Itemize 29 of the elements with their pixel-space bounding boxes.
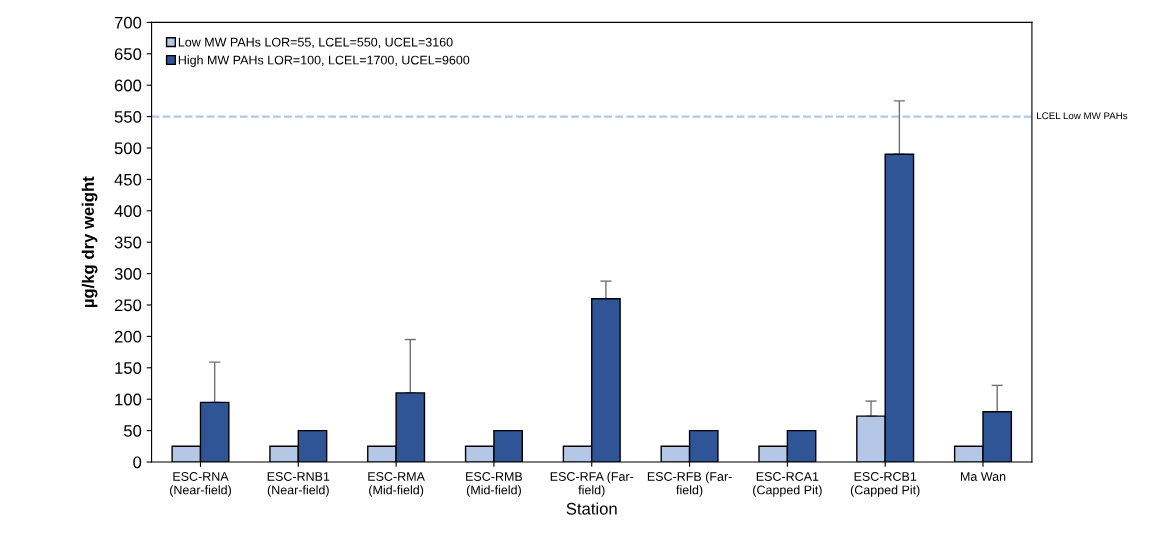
x-tick-label: ESC-RMA (Mid-field)	[368, 472, 425, 497]
y-tick-label: 350	[114, 236, 142, 249]
y-tick-label: 0	[133, 456, 142, 469]
x-tick-label: ESC-RCA1 (Capped Pit)	[753, 472, 822, 497]
y-tick-label: 100	[115, 393, 142, 406]
x-tick-label: ESC-RCB1 (Capped Pit)	[850, 472, 920, 497]
ref-line-label: LCEL Low MW PAHs	[1037, 112, 1128, 120]
y-tick-label: 250	[114, 299, 142, 312]
x-tick-label: ESC-RNB1 (Near-field)	[267, 472, 330, 497]
y-tick-label: 450	[114, 173, 142, 186]
y-tick-label: 550	[114, 111, 142, 123]
x-tick-label: ESC-RFA (Far- field)	[550, 471, 634, 497]
x-tick-label: ESC-RNA (Near-field)	[170, 472, 231, 497]
y-tick-label: 700	[114, 16, 142, 29]
y-tick-label: 400	[114, 205, 142, 217]
legend-label: Low MW PAHs LOR=55, LCEL=550, UCEL=3160	[178, 37, 453, 49]
y-tick-label: 600	[114, 79, 142, 92]
x-axis-title: Station	[566, 502, 617, 515]
y-tick-label: 200	[114, 330, 142, 343]
y-tick-label: 300	[114, 268, 142, 280]
y-tick-label: 500	[114, 142, 142, 155]
y-axis-title: µg/kg dry weight	[81, 176, 98, 308]
x-tick-label: Ma Wan	[960, 472, 1006, 481]
x-tick-label: ESC-RMB (Mid-field)	[466, 472, 523, 497]
legend-label: High MW PAHs LOR=100, LCEL=1700, UCEL=9600	[178, 55, 470, 67]
y-tick-label: 50	[123, 425, 142, 437]
y-tick-label: 650	[114, 48, 142, 60]
x-tick-label: ESC-RFB (Far- field)	[647, 471, 732, 497]
y-tick-label: 150	[115, 362, 142, 374]
